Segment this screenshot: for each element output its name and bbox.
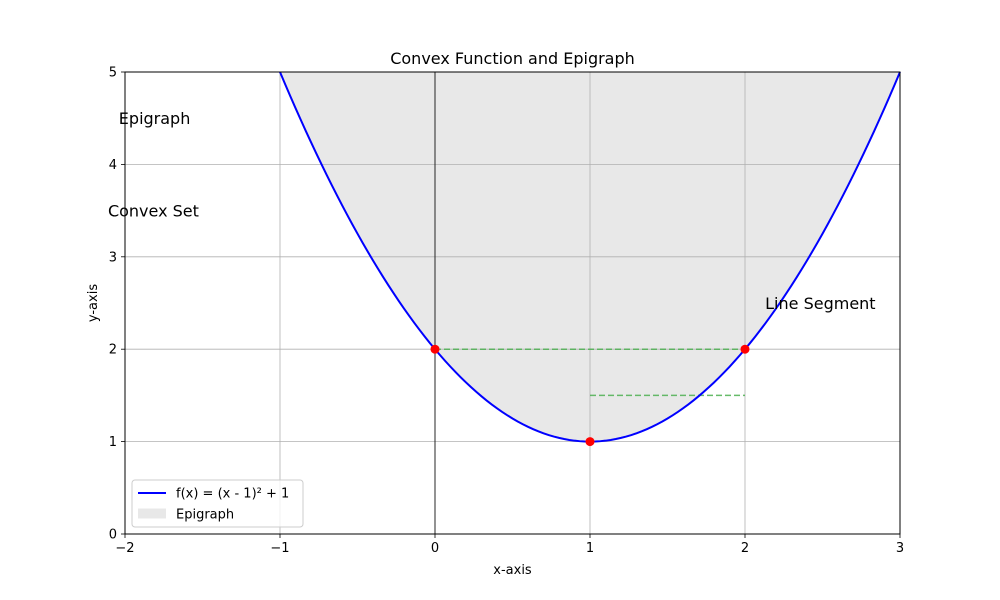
x-tick-label-2: 0 — [431, 541, 439, 556]
annotation-0: Epigraph — [119, 109, 191, 128]
y-tick-label-2: 2 — [109, 343, 117, 358]
ticks-layer: −2 −1 0 1 2 3 0 1 2 3 4 5 — [109, 66, 904, 557]
legend-label-curve: f(x) = (x - 1)² + 1 — [176, 487, 289, 502]
annotation-2: Line Segment — [765, 294, 875, 313]
y-tick-label-0: 0 — [109, 528, 117, 543]
x-tick-label-5: 3 — [896, 541, 904, 556]
point-0 — [430, 344, 440, 354]
legend-label-epigraph: Epigraph — [176, 508, 234, 523]
legend-patch-swatch — [138, 508, 166, 519]
x-tick-label-3: 1 — [586, 541, 594, 556]
dashed-segment-layer — [435, 348, 745, 397]
points-layer — [430, 344, 750, 447]
legend: f(x) = (x - 1)² + 1 Epigraph — [131, 479, 304, 528]
annotations-layer: Epigraph Convex Set Line Segment — [108, 109, 876, 313]
y-tick-label-4: 4 — [109, 158, 117, 173]
x-axis-label: x-axis — [493, 563, 532, 578]
x-tick-label-0: −2 — [115, 541, 134, 556]
y-tick-label-5: 5 — [109, 66, 117, 81]
point-1 — [585, 437, 595, 447]
point-2 — [740, 344, 750, 354]
x-tick-label-4: 2 — [741, 541, 749, 556]
legend-box — [131, 479, 304, 528]
annotation-1: Convex Set — [108, 202, 199, 221]
plot-frame — [124, 71, 901, 535]
chart-title: Convex Function and Epigraph — [390, 49, 635, 68]
y-tick-label-1: 1 — [109, 435, 117, 450]
y-tick-label-3: 3 — [109, 250, 117, 265]
y-axis-label: y-axis — [86, 284, 101, 322]
x-tick-label-1: −1 — [270, 541, 289, 556]
